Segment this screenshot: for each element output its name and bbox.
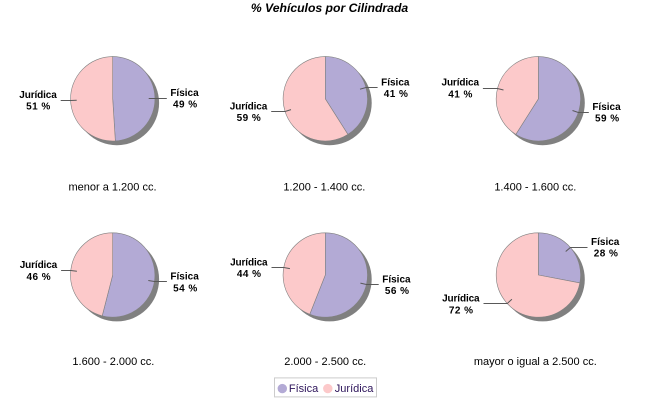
svg-text:28 %: 28 % — [594, 249, 619, 260]
svg-text:49 %: 49 % — [173, 100, 198, 111]
svg-text:Física: Física — [591, 237, 620, 248]
svg-text:2.000 - 2.500 cc.: 2.000 - 2.500 cc. — [284, 356, 366, 368]
svg-text:Jurídica: Jurídica — [335, 383, 374, 395]
svg-text:Física: Física — [170, 88, 199, 99]
svg-text:Jurídica: Jurídica — [19, 90, 57, 101]
svg-text:59 %: 59 % — [237, 113, 262, 124]
svg-text:Jurídica: Jurídica — [230, 101, 268, 112]
svg-text:59 %: 59 % — [595, 114, 620, 125]
svg-text:72 %: 72 % — [449, 305, 474, 316]
svg-text:% Vehículos por Cilindrada: % Vehículos por Cilindrada — [251, 1, 409, 15]
svg-text:1.200 - 1.400 cc.: 1.200 - 1.400 cc. — [283, 182, 365, 194]
svg-text:41 %: 41 % — [448, 89, 473, 100]
svg-text:Jurídica: Jurídica — [442, 294, 480, 305]
svg-text:54 %: 54 % — [173, 283, 198, 294]
svg-text:1.600 - 2.000 cc.: 1.600 - 2.000 cc. — [72, 356, 154, 368]
svg-text:46 %: 46 % — [27, 272, 52, 283]
svg-text:Física: Física — [381, 77, 410, 88]
svg-text:Jurídica: Jurídica — [20, 260, 58, 271]
svg-text:menor a 1.200 cc.: menor a 1.200 cc. — [68, 182, 156, 194]
svg-text:Física: Física — [382, 275, 411, 286]
svg-text:41 %: 41 % — [384, 89, 409, 100]
svg-text:mayor o igual a 2.500 cc.: mayor o igual a 2.500 cc. — [474, 356, 597, 368]
svg-text:Jurídica: Jurídica — [442, 78, 480, 89]
svg-text:Jurídica: Jurídica — [230, 257, 268, 268]
svg-text:1.400 - 1.600 cc.: 1.400 - 1.600 cc. — [494, 182, 576, 194]
svg-text:44 %: 44 % — [237, 269, 262, 280]
svg-text:56 %: 56 % — [385, 286, 410, 297]
svg-text:Física: Física — [289, 383, 319, 395]
svg-text:51 %: 51 % — [26, 102, 51, 113]
svg-text:Física: Física — [592, 102, 621, 113]
svg-text:Física: Física — [170, 272, 199, 283]
